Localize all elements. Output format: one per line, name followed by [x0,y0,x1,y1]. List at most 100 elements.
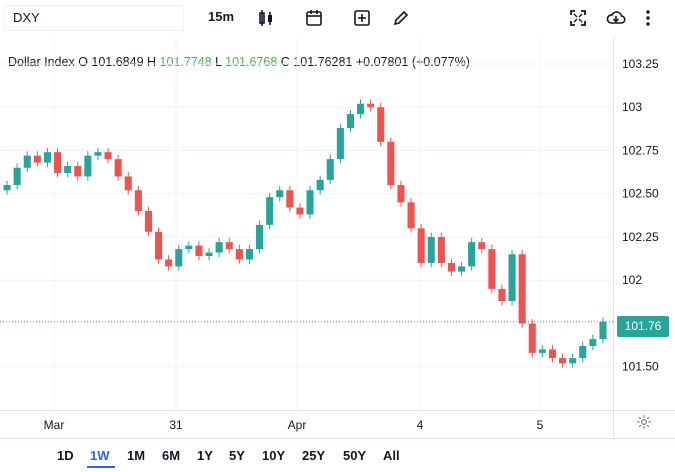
candle-body [43,152,51,163]
top-toolbar: DXY 15m [0,0,675,37]
candle-body [296,207,304,215]
range-button-1y[interactable]: 1Y [197,448,213,463]
candle-body [256,224,264,250]
candle-body [478,242,486,250]
candle-body [64,166,72,173]
candle-body [144,211,152,232]
draw-icon[interactable] [391,8,411,28]
candle-body [205,252,213,257]
candle-body [508,254,516,301]
candles-icon[interactable] [256,8,276,28]
gear-icon[interactable] [636,414,652,430]
legend-name: Dollar Index [8,55,75,69]
range-button-50y[interactable]: 50Y [343,448,367,463]
candle-body [336,127,344,160]
candle-body [569,358,577,364]
candle-body [346,114,354,128]
candle-body [114,159,122,177]
candle-body [74,166,82,177]
legend-high: 101.7748 [159,55,212,69]
candle-body [104,152,112,160]
legend-change: +0.07801 (+0.077%) [355,55,470,69]
candle-body [559,358,567,364]
candle-body [357,103,365,115]
candle-body [397,185,405,203]
range-button-6m[interactable]: 6M [162,448,181,463]
x-tick-label: Apr [288,418,307,432]
candle-body [195,245,203,257]
price-chart[interactable]: 103.25 103 102.75 102.50 102.25 102 101.50 Mar 3… [0,38,675,438]
candle-body [417,228,425,263]
candle-body [124,176,132,191]
candle-body [23,155,31,168]
range-button-1m[interactable]: 1M [127,448,146,463]
legend-open: 101.6849 [91,55,144,69]
range-button-5y[interactable]: 5Y [229,448,245,463]
y-tick-label: 103 [622,100,642,114]
candle-body [276,190,284,198]
y-tick-label: 102.75 [622,143,659,157]
candle-body [13,167,21,186]
add-icon[interactable] [352,8,372,28]
candle-body [468,242,476,267]
range-button-10y[interactable]: 10Y [262,448,286,463]
candle-body [235,249,243,260]
candle-body [518,254,526,324]
range-button-1d[interactable]: 1D [57,448,74,463]
x-tick-label: 4 [417,418,424,432]
candle-body [84,155,92,177]
range-button-all[interactable]: All [383,448,400,463]
candle-body [488,249,496,289]
candle-body [225,242,233,250]
candle-body [407,202,415,229]
candle-body [306,190,314,215]
candle-body [548,349,556,359]
candle-body [326,159,334,180]
candle-body [316,179,324,191]
candle-body [94,152,102,156]
y-tick-label: 101.50 [622,360,659,374]
candle-body [427,236,435,263]
candle-body [155,231,163,260]
x-tick-label: 31 [169,418,183,432]
candle-body [185,245,193,250]
candle-body [589,339,597,346]
legend-close: 101.76281 [293,55,353,69]
range-bar: 1D 1W 1M 6M 1Y 5Y 10Y 25Y 50Y All [0,438,675,472]
candle-body [245,249,253,260]
more-icon[interactable] [638,8,658,28]
candle-body [528,323,536,353]
candle-body [599,321,607,340]
candle-body [387,141,395,186]
x-tick-label: 5 [537,418,544,432]
legend-low: 101.6768 [225,55,278,69]
legend-high-label: H [147,55,157,69]
y-tick-label: 102.50 [622,187,659,201]
candle-body [54,152,62,173]
y-tick-label: 102 [622,273,642,287]
legend-open-label: O [78,55,88,69]
fullscreen-icon[interactable] [568,8,588,28]
candle-body [498,288,506,301]
interval-button[interactable]: 15m [208,9,235,24]
candle-body [377,107,385,142]
candle-body [367,103,375,108]
candle-body [579,345,587,359]
candle-body [286,190,294,208]
legend-low-label: L [215,55,222,69]
active-range-underline [87,466,115,468]
y-tick-label: 102.25 [622,230,659,244]
range-button-1w[interactable]: 1W [90,448,110,463]
candle-body [165,259,173,267]
candle-body [437,236,445,263]
cloud-download-icon[interactable] [606,8,626,28]
calendar-icon[interactable] [304,8,324,28]
range-button-25y[interactable]: 25Y [302,448,326,463]
x-tick-label: Mar [44,418,65,432]
candle-body [538,349,546,353]
chart-legend: Dollar Index O 101.6849 H 101.7748 L 101… [8,55,470,69]
symbol-input[interactable]: DXY [4,5,184,31]
candle-body [447,262,455,272]
candle-body [3,185,11,191]
last-price-tag: 101.76 [617,316,669,337]
